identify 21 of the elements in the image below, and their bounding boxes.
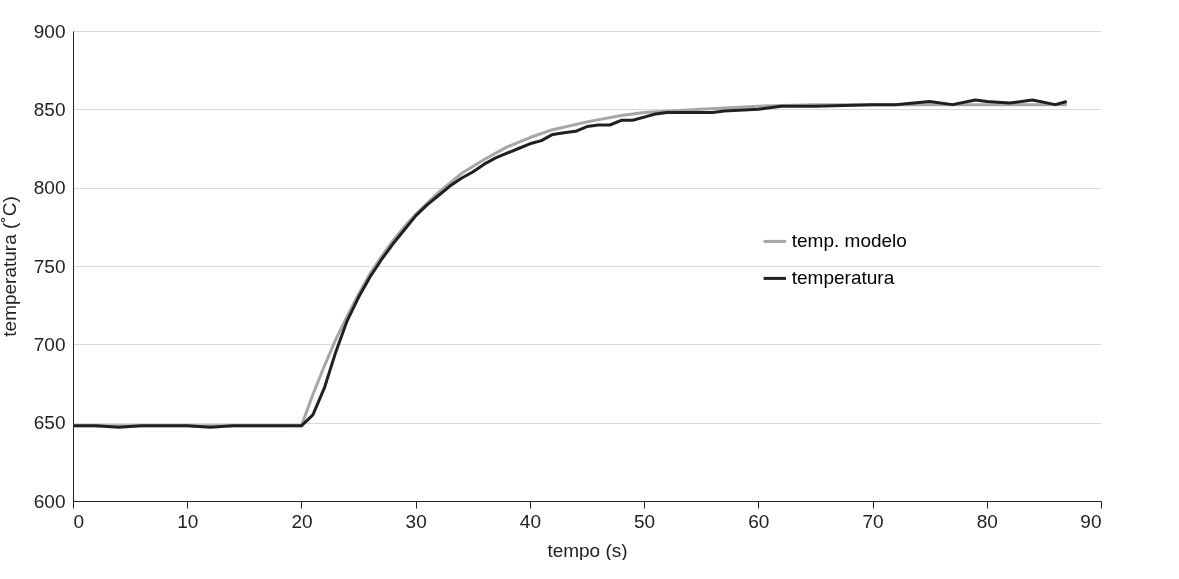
- y-tick-label: 850: [33, 98, 66, 120]
- y-tick-label: 650: [33, 412, 66, 434]
- x-tick-label: 60: [748, 510, 770, 532]
- y-tick-label: 700: [33, 333, 66, 355]
- y-tick-label: 900: [33, 20, 66, 42]
- legend-label: temp. modelo: [791, 230, 907, 252]
- y-tick-label: 800: [33, 177, 66, 199]
- x-tick-label: 0: [73, 510, 85, 532]
- y-tick-label: 750: [33, 255, 66, 277]
- x-tick-label: 80: [976, 510, 998, 532]
- x-tick-label: 10: [177, 510, 199, 532]
- x-tick-label: 20: [291, 510, 313, 532]
- x-axis-title: tempo (s): [547, 539, 628, 561]
- y-tick-label: 600: [33, 490, 66, 512]
- x-tick-label: 70: [862, 510, 884, 532]
- x-tick-label: 40: [519, 510, 541, 532]
- x-tick-label: 30: [405, 510, 427, 532]
- y-axis-title: temperatura (˚C): [0, 196, 20, 337]
- x-tick-label: 90: [1080, 510, 1102, 532]
- legend-label: temperatura: [791, 267, 895, 289]
- x-tick-label: 50: [634, 510, 656, 532]
